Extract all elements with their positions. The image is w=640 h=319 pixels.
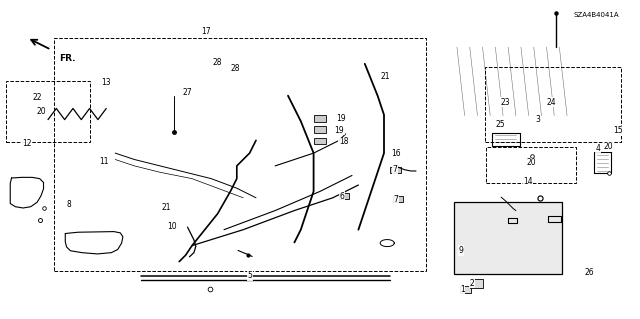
Text: 28: 28 (231, 64, 240, 73)
Text: FR.: FR. (59, 54, 76, 63)
Text: 14: 14 (523, 177, 533, 186)
Text: 25: 25 (495, 120, 506, 129)
Text: 5: 5 (247, 271, 252, 280)
Bar (454, 202, 562, 274)
Text: 2: 2 (469, 279, 474, 288)
Text: 17: 17 (201, 27, 211, 36)
Text: 19: 19 (334, 126, 344, 135)
Bar (314, 115, 326, 122)
Bar (339, 193, 349, 199)
Bar (6, 81, 90, 142)
Text: 15: 15 (612, 126, 623, 135)
Text: 20: 20 (526, 158, 536, 167)
Bar (314, 138, 326, 144)
Text: 24: 24 (547, 98, 557, 107)
Text: 16: 16 (390, 149, 401, 158)
Text: 26: 26 (584, 268, 595, 277)
Bar (314, 126, 326, 133)
Text: 21: 21 (162, 203, 171, 212)
Text: 23: 23 (500, 98, 511, 107)
Bar (470, 279, 483, 288)
Text: 20: 20 (603, 142, 613, 151)
Text: 21: 21 (381, 72, 390, 81)
Text: 8: 8 (67, 200, 72, 209)
Bar (460, 286, 471, 293)
Text: 12: 12 (22, 139, 31, 148)
Text: 13: 13 (100, 78, 111, 87)
Text: 6: 6 (340, 192, 345, 201)
Text: 7: 7 (393, 195, 398, 204)
Text: 19: 19 (336, 114, 346, 123)
Text: 9: 9 (458, 246, 463, 255)
Text: 27: 27 (182, 88, 193, 97)
Bar (486, 147, 576, 183)
Text: 7: 7 (392, 165, 397, 174)
Text: 18: 18 (339, 137, 348, 146)
Text: SZA4B4041A: SZA4B4041A (574, 11, 620, 18)
Text: 3: 3 (535, 115, 540, 124)
Text: 10: 10 (166, 222, 177, 231)
Text: 1: 1 (460, 285, 465, 294)
Text: 28: 28 (213, 58, 222, 67)
Text: 20: 20 (36, 107, 47, 116)
Text: 11: 11 (99, 157, 108, 166)
Bar (485, 67, 621, 142)
Bar (54, 38, 426, 271)
Text: 4: 4 (596, 144, 601, 153)
Bar (390, 167, 401, 173)
Bar (393, 196, 403, 202)
Text: 22: 22 (33, 93, 42, 102)
